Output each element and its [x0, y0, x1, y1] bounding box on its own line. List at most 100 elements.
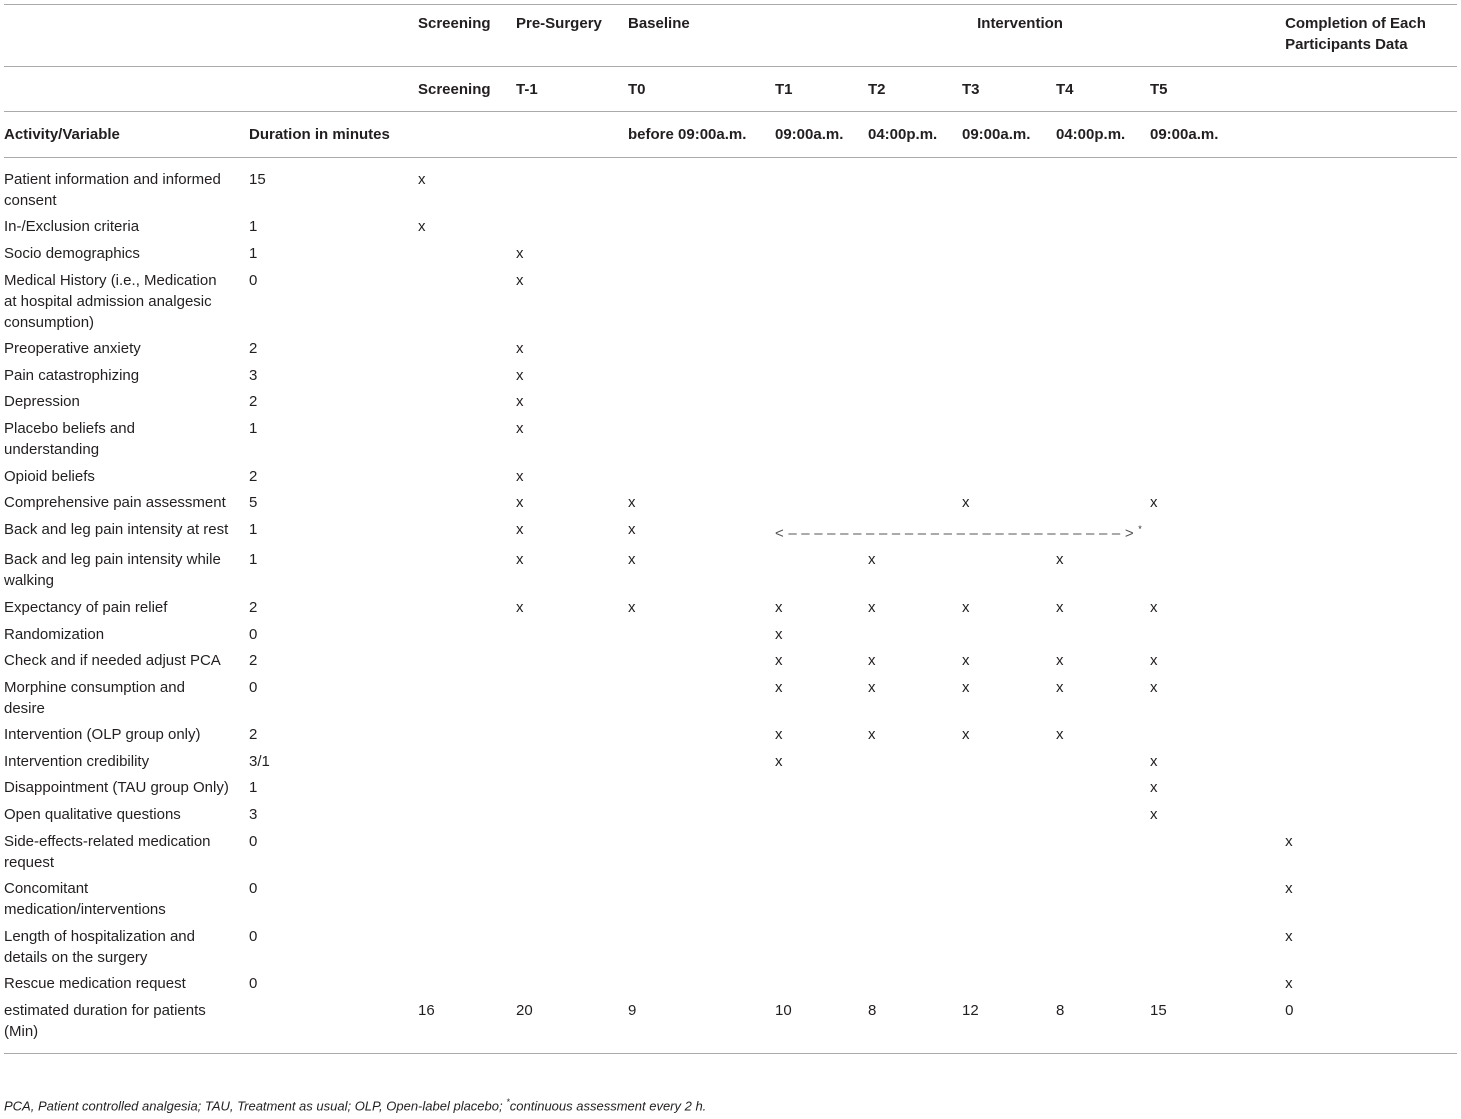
- table-cell: [628, 240, 775, 267]
- table-cell: [868, 267, 962, 336]
- table-cell: 0: [249, 271, 258, 289]
- row-label: Open qualitative questions: [4, 806, 181, 824]
- table-cell: [516, 647, 628, 674]
- header-cell: [418, 111, 516, 158]
- table-cell: [628, 875, 775, 923]
- row-label: Expectancy of pain relief: [4, 598, 168, 616]
- table-row: Check and if needed adjust PCA 2 x x x x x: [4, 647, 1457, 674]
- header-cell: T4: [1056, 66, 1150, 112]
- table-cell: x: [775, 598, 783, 616]
- table-cell: [628, 415, 775, 463]
- table-cell: [516, 674, 628, 722]
- header-cell: Screening: [418, 66, 516, 112]
- table-cell: [962, 214, 1056, 241]
- table-cell: 0: [249, 927, 258, 945]
- table-cell: [628, 621, 775, 648]
- table-cell: 1: [249, 419, 258, 437]
- table-cell: [775, 362, 868, 389]
- table-cell: [628, 775, 775, 802]
- table-cell: 0: [249, 880, 258, 898]
- table-cell: 3: [249, 806, 258, 824]
- table-cell: [516, 722, 628, 749]
- table-cell: [868, 415, 962, 463]
- table-cell: 5: [249, 494, 258, 512]
- row-label: Socio demographics: [4, 244, 140, 262]
- table-header: Screening Pre-Surgery Baseline Intervent…: [4, 4, 1458, 158]
- table-cell: [516, 748, 628, 775]
- table-cell: [628, 389, 775, 416]
- table-cell: x: [1056, 652, 1064, 670]
- row-label: Pain catastrophizing: [4, 366, 140, 384]
- table-cell: [1285, 722, 1457, 749]
- table-cell: x: [516, 467, 524, 485]
- table-cell: [628, 267, 775, 336]
- table-cell: [1150, 621, 1285, 648]
- table-cell: [775, 923, 868, 971]
- table-cell: [1285, 674, 1457, 722]
- row-label: Comprehensive pain assessment: [4, 494, 226, 512]
- row-label: Opioid beliefs: [4, 467, 95, 485]
- table-cell: [962, 971, 1056, 998]
- table-cell: [1056, 158, 1150, 214]
- table-cell: 0: [1285, 1002, 1294, 1020]
- table-cell: [1150, 158, 1285, 214]
- footnote-text: continuous assessment every 2 h.: [509, 1098, 707, 1114]
- table-cell: [868, 214, 962, 241]
- table-cell: 2: [249, 393, 258, 411]
- table-cell: [418, 674, 516, 722]
- header-cell: T-1: [516, 66, 628, 112]
- header-cell: [249, 66, 418, 112]
- table-cell: x: [962, 494, 970, 512]
- table-cell: [418, 971, 516, 998]
- table-cell: x: [1056, 598, 1064, 616]
- table-cell: [418, 415, 516, 463]
- table-cell: [962, 748, 1056, 775]
- table-cell: 0: [249, 678, 258, 696]
- table-cell: [418, 722, 516, 749]
- header-cell: Screening: [418, 4, 516, 67]
- table-cell: [418, 828, 516, 876]
- table-cell: [1056, 775, 1150, 802]
- header-cell: Intervention: [775, 4, 1286, 67]
- table-cell: [1285, 214, 1457, 241]
- row-label: Preoperative anxiety: [4, 340, 141, 358]
- table-cell: [1056, 748, 1150, 775]
- row-label: Intervention credibility: [4, 752, 150, 770]
- table-cell: [962, 389, 1056, 416]
- table-cell: x: [1285, 927, 1293, 945]
- footnote-text: PCA, Patient controlled analgesia; TAU, …: [4, 1098, 507, 1114]
- table-cell: [775, 828, 868, 876]
- row-label: Randomization: [4, 625, 105, 643]
- header-cell: [516, 111, 628, 158]
- table-cell: [868, 621, 962, 648]
- row-label: Morphine consumption and desire: [4, 678, 185, 717]
- table-cell: 0: [249, 625, 258, 643]
- table-cell: x: [516, 419, 524, 437]
- table-cell: [1150, 463, 1285, 490]
- header-cell: Activity/Variable: [4, 111, 249, 158]
- table-cell: 1: [249, 218, 258, 236]
- table-row: Open qualitative questions 3 x: [4, 801, 1457, 828]
- table-cell: [628, 362, 775, 389]
- table-cell: [962, 362, 1056, 389]
- table-row: Intervention (OLP group only) 2 x x x x: [4, 722, 1457, 749]
- table-cell: [868, 240, 962, 267]
- table-cell: [418, 594, 516, 621]
- table-cell: [962, 828, 1056, 876]
- table-cell: [1056, 362, 1150, 389]
- row-label: Medical History (i.e., Medication at hos…: [4, 271, 217, 331]
- table-cell: [775, 415, 868, 463]
- table-cell: [868, 389, 962, 416]
- header-cell: Pre-Surgery: [516, 4, 628, 67]
- table-cell: [418, 389, 516, 416]
- table-cell: [775, 389, 868, 416]
- table-cell: 3/1: [249, 752, 270, 770]
- table-cell: [516, 828, 628, 876]
- table-cell: [962, 158, 1056, 214]
- table-cell: x: [516, 520, 524, 538]
- table-cell: [868, 971, 962, 998]
- table-cell: [1150, 335, 1285, 362]
- table-cell: 15: [1150, 1002, 1167, 1020]
- table-cell: [1056, 389, 1150, 416]
- table-cell: x: [418, 218, 426, 236]
